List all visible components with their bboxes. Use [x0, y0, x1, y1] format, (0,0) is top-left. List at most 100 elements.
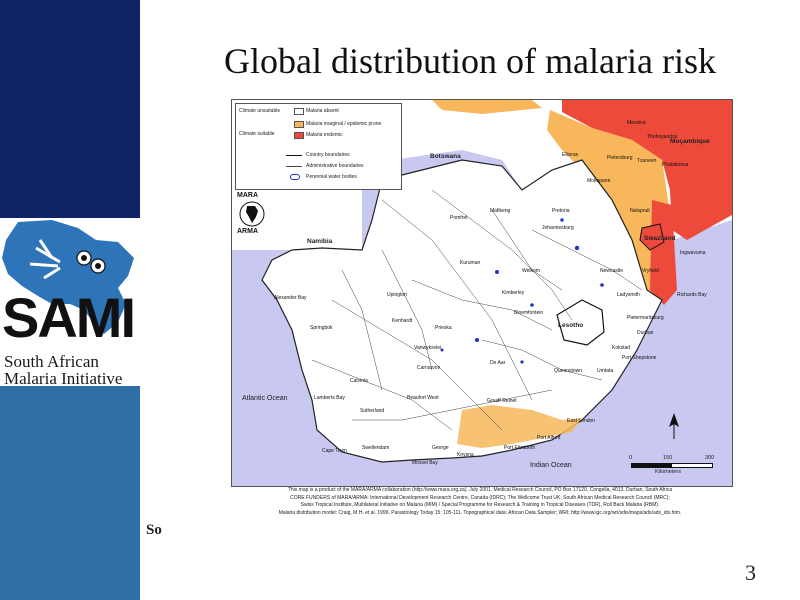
label-lesotho: Lesotho	[558, 322, 584, 329]
place-ellisras: Ellisras	[562, 152, 579, 158]
sami-subtitle-line1: South African	[4, 352, 99, 371]
legend-water-icon	[290, 174, 300, 180]
place-de-aar: De Aar	[490, 360, 506, 366]
place-pomfret: Pomfret	[450, 215, 468, 221]
arma-label: ARMA	[237, 228, 258, 235]
place-lamberts-bay: Lamberts Bay	[314, 395, 345, 401]
partial-text: So	[146, 522, 162, 538]
label-botswana: Botswana	[430, 153, 461, 160]
place-beaufort-west: Beaufort West	[407, 395, 439, 401]
place-knysna: Knysna	[457, 452, 474, 458]
legend-country-boundaries: Country boundaries	[306, 152, 350, 158]
place-alexander-bay: Alexander Bay	[274, 295, 307, 301]
lesotho-boundary	[556, 299, 605, 346]
scale-max: 300	[705, 455, 715, 461]
place-sutherland: Sutherland	[360, 408, 385, 414]
place-vanwyksvlei: Vanwyksvlei	[414, 345, 442, 351]
scale-bar: 0 150 300 Kilometers	[627, 455, 717, 479]
africa-globe-icon	[239, 201, 265, 227]
scale-unit: Kilometers	[655, 469, 681, 475]
marginal-zone-north	[432, 100, 542, 114]
legend-swatch-absent	[294, 108, 304, 115]
legend-water-bodies: Perennial water bodies	[306, 174, 357, 180]
place-thohoyandou: Thohoyandou	[647, 134, 678, 140]
perennial-water-bodies	[440, 218, 604, 364]
place-upington: Upington	[387, 292, 408, 298]
place-cape-town: Cape Town	[322, 448, 347, 454]
legend-endemic: Malaria endemic	[306, 132, 343, 138]
north-arrow-icon	[669, 413, 679, 439]
legend-admin-boundaries: Administrative boundaries	[306, 163, 364, 169]
place-bloemfontein: Bloemfontein	[514, 310, 544, 316]
mara-label: MARA	[237, 192, 258, 199]
label-mozambique: Moçambique	[670, 138, 710, 145]
caption-line-4: Malaria distribution model: Craig, M.H. …	[278, 509, 682, 516]
caption-line-3: Swiss Tropical Institute, Multilateral I…	[300, 502, 660, 508]
mara-arma-logo: MARA ARMA	[237, 192, 271, 244]
scale-bar-graphic	[631, 463, 713, 468]
south-africa-landmass	[261, 159, 663, 463]
africa-mosquito-logo	[2, 220, 134, 334]
place-johannesburg: Johannesburg	[542, 225, 574, 231]
admin-boundaries	[311, 189, 643, 431]
place-ladysmith: Ladysmith	[617, 292, 640, 298]
malaria-risk-map: Climate unsuitable Malaria absent Malari…	[231, 99, 733, 487]
place-queenstown: Queenstown	[554, 368, 583, 374]
swaziland-boundary	[639, 223, 665, 251]
place-prieska: Prieska	[435, 325, 452, 331]
place-messina: Messina	[627, 120, 646, 126]
legend-climate-suitable: Climate suitable	[239, 131, 275, 137]
place-vryheid: Vryheid	[642, 268, 659, 274]
place-graaff-reinet: Graaff Reinet	[487, 398, 517, 404]
slide-title: Global distribution of malaria risk	[224, 41, 716, 81]
place-newcastle: Newcastle	[600, 268, 624, 274]
marginal-zone-south-coast	[457, 405, 582, 448]
place-kenhardt: Kenhardt	[392, 318, 413, 324]
place-springbok: Springbok	[310, 325, 333, 331]
place-swellendam: Swellendam	[362, 445, 390, 451]
legend-country-line	[286, 155, 302, 156]
place-ingwavuma: Ingwavuma	[680, 250, 706, 256]
place-pietermaritzburg: Pietermaritzburg	[627, 315, 664, 321]
legend-climate-unsuitable: Climate unsuitable	[239, 108, 281, 114]
caption-line-1: This map is a product of the MARA/ARMA c…	[287, 487, 673, 493]
endemic-zone-mozambique	[562, 100, 732, 240]
sidebar-top-band	[0, 0, 140, 218]
place-umtata: Umtata	[597, 368, 614, 374]
label-swaziland: Swaziland	[644, 235, 676, 242]
legend-swatch-endemic	[294, 132, 304, 139]
label-atlantic-ocean: Atlantic Ocean	[242, 395, 288, 402]
map-caption: This map is a product of the MARA/ARMA c…	[240, 487, 720, 517]
place-mafikeng: Mafikeng	[490, 208, 511, 214]
place-east-london: East London	[567, 418, 596, 424]
map-legend: Climate unsuitable Malaria absent Malari…	[235, 103, 402, 190]
legend-marginal: Malaria marginal / epidemic prone	[306, 121, 382, 127]
scale-zero: 0	[629, 455, 633, 461]
place-calvinia: Calvinia	[350, 378, 368, 384]
place-carnarvon: Carnarvon	[417, 365, 441, 371]
place-mokopane: Mokopane	[587, 178, 611, 184]
legend-swatch-marginal	[294, 121, 304, 128]
sami-subtitle-line2: Malaria Initiative	[4, 369, 123, 388]
place-tzaneen: Tzaneen	[637, 158, 657, 164]
place-george: George	[432, 445, 449, 451]
sami-acronym: SAMI	[2, 286, 136, 349]
place-durban: Durban	[637, 330, 654, 336]
place-mossel-bay: Mossel Bay	[412, 460, 438, 466]
caption-line-2: CORE FUNDERS of MARA/ARMA: International…	[290, 494, 670, 501]
place-kuruman: Kuruman	[460, 260, 481, 266]
label-namibia: Namibia	[307, 238, 333, 245]
place-pietersburg: Pietersburg	[607, 155, 633, 161]
legend-absent: Malaria absent	[306, 108, 339, 114]
place-kimberley: Kimberley	[502, 290, 525, 296]
place-port-alfred: Port Alfred	[537, 435, 561, 441]
place-port-elizabeth: Port Elizabeth	[504, 445, 536, 451]
page-number: 3	[745, 560, 756, 585]
place-nelspruit: Nelspruit	[630, 208, 650, 214]
scale-mid: 150	[663, 455, 673, 461]
place-pretoria: Pretoria	[552, 208, 570, 214]
place-phalaborwa: Phalaborwa	[662, 162, 689, 168]
place-richards-bay: Richards Bay	[677, 292, 707, 298]
label-indian-ocean: Indian Ocean	[530, 462, 572, 469]
place-port-shepstone: Port Shepstone	[622, 355, 657, 361]
